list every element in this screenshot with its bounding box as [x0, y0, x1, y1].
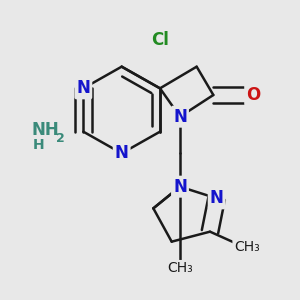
Text: N: N	[173, 178, 187, 196]
Text: N: N	[76, 79, 90, 97]
Text: NH: NH	[31, 121, 59, 139]
Text: N: N	[210, 189, 224, 207]
Text: CH₃: CH₃	[234, 240, 260, 254]
Text: 2: 2	[56, 132, 64, 145]
Text: CH₃: CH₃	[167, 261, 193, 275]
Text: Cl: Cl	[151, 31, 169, 49]
Text: O: O	[246, 86, 260, 104]
Text: H: H	[32, 138, 44, 152]
Text: N: N	[115, 144, 129, 162]
Text: N: N	[173, 108, 187, 126]
